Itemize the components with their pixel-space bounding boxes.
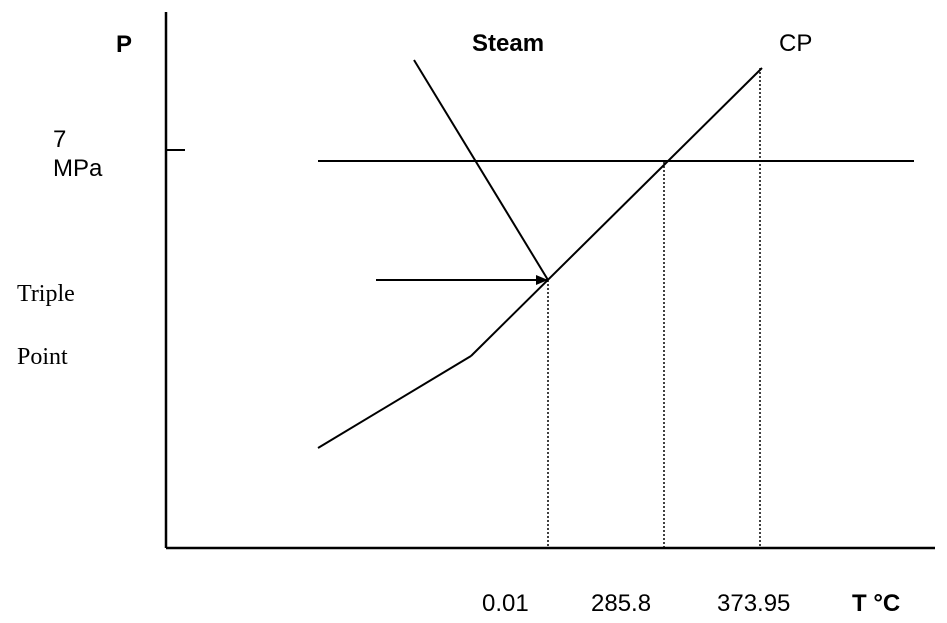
triple-point-label-line2: Point [17, 344, 68, 370]
vaporization-curve [470, 67, 763, 357]
pressure-tick-value: 7 [53, 126, 66, 153]
pressure-axis-label: P [116, 31, 132, 58]
temperature-axis-label: T °C [852, 590, 900, 617]
triple-point-label-line1: Triple [17, 281, 75, 307]
steam-label: Steam [472, 30, 544, 57]
critical-point-label: CP [779, 30, 812, 57]
temperature-tick-label: 373.95 [717, 590, 790, 617]
pressure-tick-unit: MPa [53, 155, 103, 182]
steam-pointer-line [413, 59, 549, 281]
temperature-tick-label: 0.01 [482, 590, 529, 617]
sublimation-curve [317, 355, 472, 449]
temperature-tick-label: 285.8 [591, 590, 651, 617]
